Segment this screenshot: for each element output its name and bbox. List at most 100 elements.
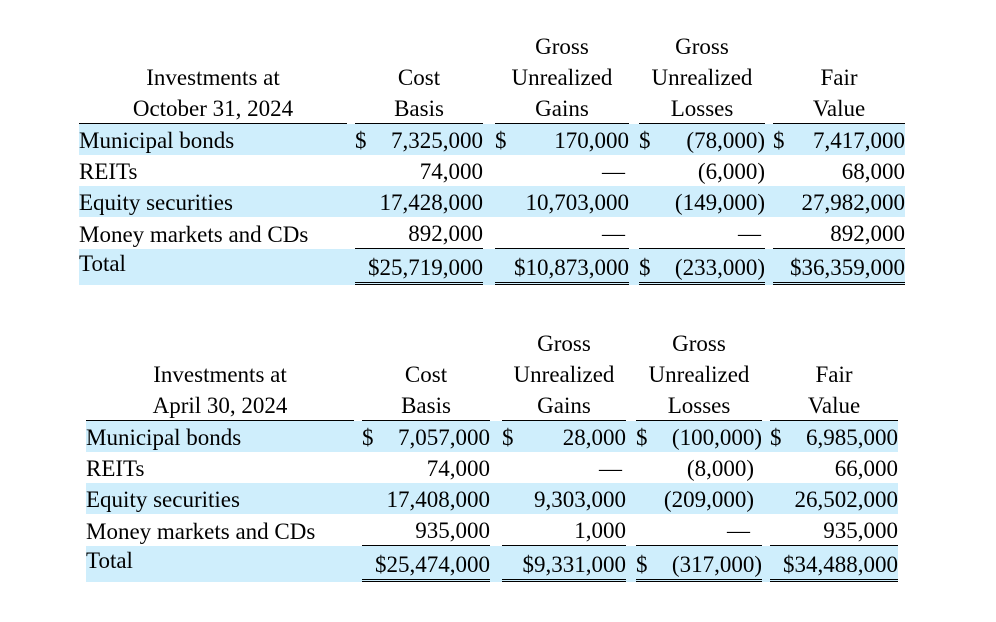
cost-header-line1: Cost (397, 65, 441, 90)
table-row: Equity securities 17,408,000 9,303,000 (… (86, 483, 898, 514)
fair-header-line2: Value (770, 389, 898, 421)
total-fair: $36,359,000 (773, 249, 905, 285)
cost-header-line2: Basis (355, 92, 483, 124)
currency-symbol: $ (495, 128, 507, 153)
total-gains: $9,331,000 (502, 546, 626, 582)
losses-header-line3: Losses (639, 92, 765, 124)
losses-cell: $ (78,000) (639, 124, 765, 155)
header-row-2: Investments at Cost Unrealized Unrealize… (79, 61, 905, 92)
header-row-1: Gross Gross (86, 327, 898, 358)
currency-symbol: $ (639, 128, 651, 153)
fair-value: 6,985,000 (806, 425, 898, 450)
fair-cell: 26,502,000 (770, 483, 898, 514)
total-gains: $10,873,000 (495, 249, 629, 285)
fair-header-line1: Fair (820, 65, 858, 90)
fair-cell: 68,000 (841, 159, 905, 184)
cost-cell: 935,000 (362, 514, 490, 546)
losses-cell: — (636, 514, 762, 546)
fair-value: 7,417,000 (813, 128, 905, 153)
total-cost: $25,474,000 (362, 546, 490, 582)
header-row-1: Gross Gross (79, 30, 905, 61)
row-label: Equity securities (79, 186, 347, 217)
fair-cell: 892,000 (773, 217, 905, 249)
currency-symbol: $ (770, 425, 782, 450)
gains-header-line2: Unrealized (513, 362, 615, 387)
losses-value: (100,000) (671, 425, 762, 450)
cost-cell: 74,000 (426, 456, 490, 481)
fair-cell: $7,417,000 (773, 124, 905, 155)
label-header-line2: April 30, 2024 (86, 389, 354, 421)
header-row-3: October 31, 2024 Basis Gains Losses Valu… (79, 92, 905, 124)
gains-header-line3: Gains (502, 389, 626, 421)
losses-header-line3: Losses (636, 389, 762, 421)
row-label: Money markets and CDs (79, 222, 309, 247)
losses-cell: $ (100,000) (636, 421, 762, 452)
losses-cell: (149,000) (639, 186, 765, 217)
fair-cell: 27,982,000 (773, 186, 905, 217)
gains-value: 170,000 (554, 128, 629, 153)
table-row: REITs 74,000 — (6,000) 68,000 (79, 155, 905, 186)
row-label: REITs (79, 159, 138, 184)
gains-header-line1: Gross (537, 331, 591, 356)
total-row: Total $25,474,000 $9,331,000 $ (317,000) … (86, 546, 898, 582)
gains-header-line2: Unrealized (511, 65, 613, 90)
gains-cell: — (599, 456, 622, 481)
losses-header-line2: Unrealized (651, 65, 753, 90)
currency-symbol: $ (355, 128, 367, 153)
fair-header-line2: Value (773, 92, 905, 124)
losses-header-line1: Gross (672, 331, 726, 356)
gains-cell: 9,303,000 (502, 483, 626, 514)
table-row: Equity securities 17,428,000 10,703,000 … (79, 186, 905, 217)
fair-cell: 935,000 (770, 514, 898, 546)
total-losses-value: (317,000) (671, 552, 762, 577)
table-row: Money markets and CDs 892,000 — — 892,00… (79, 217, 905, 249)
cost-cell: 17,408,000 (362, 483, 490, 514)
label-header-line1: Investments at (146, 65, 280, 90)
total-cost: $25,719,000 (355, 249, 483, 285)
cost-cell: 892,000 (355, 217, 483, 249)
table-row: REITs 74,000 — (8,000) 66,000 (86, 452, 898, 483)
cost-cell: 17,428,000 (355, 186, 483, 217)
header-row-3: April 30, 2024 Basis Gains Losses Value (86, 389, 898, 421)
gains-cell: $28,000 (502, 421, 626, 452)
losses-cell: (209,000) (636, 483, 762, 514)
total-fair: $34,488,000 (770, 546, 898, 582)
table-row: Municipal bonds $7,325,000 $170,000 $ (78… (79, 124, 905, 155)
currency-symbol: $ (636, 425, 648, 450)
cost-header-line2: Basis (362, 389, 490, 421)
losses-cell: (8,000) (686, 456, 754, 481)
cost-cell: $7,057,000 (362, 421, 490, 452)
losses-header-line2: Unrealized (648, 362, 750, 387)
gains-header-line3: Gains (495, 92, 629, 124)
currency-symbol: $ (636, 552, 648, 577)
total-label: Total (86, 546, 354, 582)
total-label: Total (79, 249, 347, 285)
row-label: Municipal bonds (79, 124, 347, 155)
cost-header-line1: Cost (404, 362, 448, 387)
total-losses: $ (233,000) (639, 249, 765, 285)
investments-table-apr-2024: Gross Gross Investments at Cost Unrealiz… (86, 327, 898, 582)
currency-symbol: $ (502, 425, 514, 450)
gains-cell: 10,703,000 (495, 186, 629, 217)
label-header-line2: October 31, 2024 (79, 92, 347, 124)
row-label: Money markets and CDs (86, 519, 316, 544)
investments-table-oct-2024: Gross Gross Investments at Cost Unrealiz… (79, 30, 905, 285)
total-losses: $ (317,000) (636, 546, 762, 582)
cost-value: 7,057,000 (398, 425, 490, 450)
total-losses-value: (233,000) (674, 255, 765, 280)
total-row: Total $25,719,000 $10,873,000 $ (233,000)… (79, 249, 905, 285)
gains-header-line1: Gross (535, 34, 589, 59)
losses-cell: (6,000) (697, 159, 765, 184)
losses-header-line1: Gross (675, 34, 729, 59)
fair-cell: 66,000 (834, 456, 898, 481)
table-row: Money markets and CDs 935,000 1,000 — 93… (86, 514, 898, 546)
fair-cell: $6,985,000 (770, 421, 898, 452)
gains-value: 28,000 (562, 425, 626, 450)
fair-header-line1: Fair (815, 362, 853, 387)
gains-cell: $170,000 (495, 124, 629, 155)
currency-symbol: $ (362, 425, 374, 450)
label-header-line1: Investments at (153, 362, 287, 387)
gains-cell: 1,000 (502, 514, 626, 546)
row-label: Municipal bonds (86, 421, 354, 452)
row-label: REITs (86, 456, 145, 481)
